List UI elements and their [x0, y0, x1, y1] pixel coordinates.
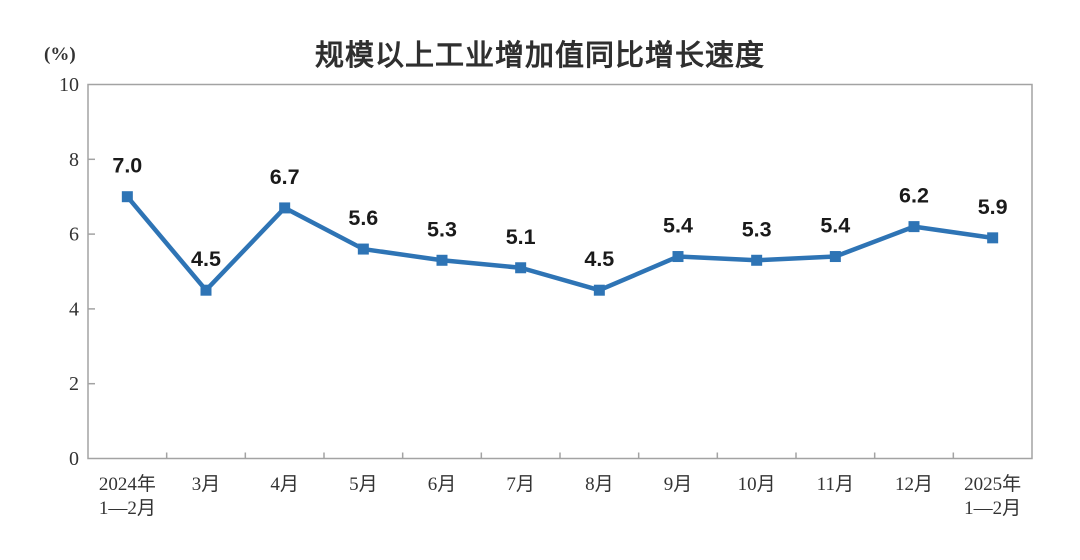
- y-tick-label: 10: [59, 74, 79, 96]
- data-point-label: 5.4: [663, 214, 693, 238]
- data-point-marker: [672, 251, 684, 263]
- x-tick-label: 1—2月: [99, 498, 156, 519]
- data-point-marker: [908, 221, 920, 233]
- series-line: [125, 194, 995, 293]
- x-tick-label: 3月: [192, 474, 221, 495]
- data-point-label: 4.5: [191, 247, 221, 271]
- data-point-label: 6.7: [270, 165, 300, 189]
- x-tick-label: 12月: [895, 474, 933, 495]
- data-point-marker: [436, 254, 448, 266]
- chart-title: 规模以上工业增加值同比增长速度: [314, 40, 765, 72]
- data-point-label: 5.3: [742, 217, 772, 241]
- x-tick-label: 2024年: [99, 473, 156, 495]
- data-point-marker: [751, 254, 763, 266]
- x-tick-label: 9月: [664, 474, 693, 495]
- y-tick-label: 4: [69, 298, 79, 320]
- x-tick-label: 8月: [585, 474, 614, 495]
- data-point-label: 6.2: [899, 184, 929, 208]
- data-point-marker: [987, 232, 999, 244]
- x-tick-label: 11月: [817, 474, 854, 495]
- y-tick-label: 8: [69, 149, 79, 171]
- data-point-marker: [593, 284, 605, 296]
- y-tick-label: 2: [69, 373, 79, 395]
- data-point-marker: [200, 284, 212, 296]
- x-tick-label: 6月: [428, 474, 457, 495]
- data-point-label: 4.5: [584, 247, 614, 271]
- x-tick-label: 1—2月: [964, 498, 1021, 519]
- data-point-marker: [829, 251, 841, 263]
- x-tick-label: 7月: [506, 474, 535, 495]
- y-tick-label: 0: [69, 448, 79, 470]
- data-point-marker: [515, 262, 527, 274]
- plot-border: [87, 83, 1033, 460]
- x-tick-label: 10月: [738, 474, 776, 495]
- y-tick-label: 6: [69, 224, 79, 246]
- x-tick-label: 4月: [270, 474, 299, 495]
- data-point-label: 7.0: [112, 154, 142, 178]
- data-point-label: 5.6: [348, 206, 378, 230]
- data-point-marker: [279, 202, 291, 214]
- data-point-label: 5.4: [820, 214, 850, 238]
- x-tick-label: 2025年: [964, 473, 1021, 495]
- data-point-label: 5.3: [427, 217, 457, 241]
- data-point-label: 5.9: [978, 195, 1008, 219]
- data-point-marker: [121, 191, 133, 203]
- x-tick-label: 5月: [349, 474, 378, 495]
- data-point-label: 5.1: [506, 225, 536, 249]
- data-point-marker: [357, 243, 369, 255]
- y-axis-unit-label: (%): [44, 44, 76, 65]
